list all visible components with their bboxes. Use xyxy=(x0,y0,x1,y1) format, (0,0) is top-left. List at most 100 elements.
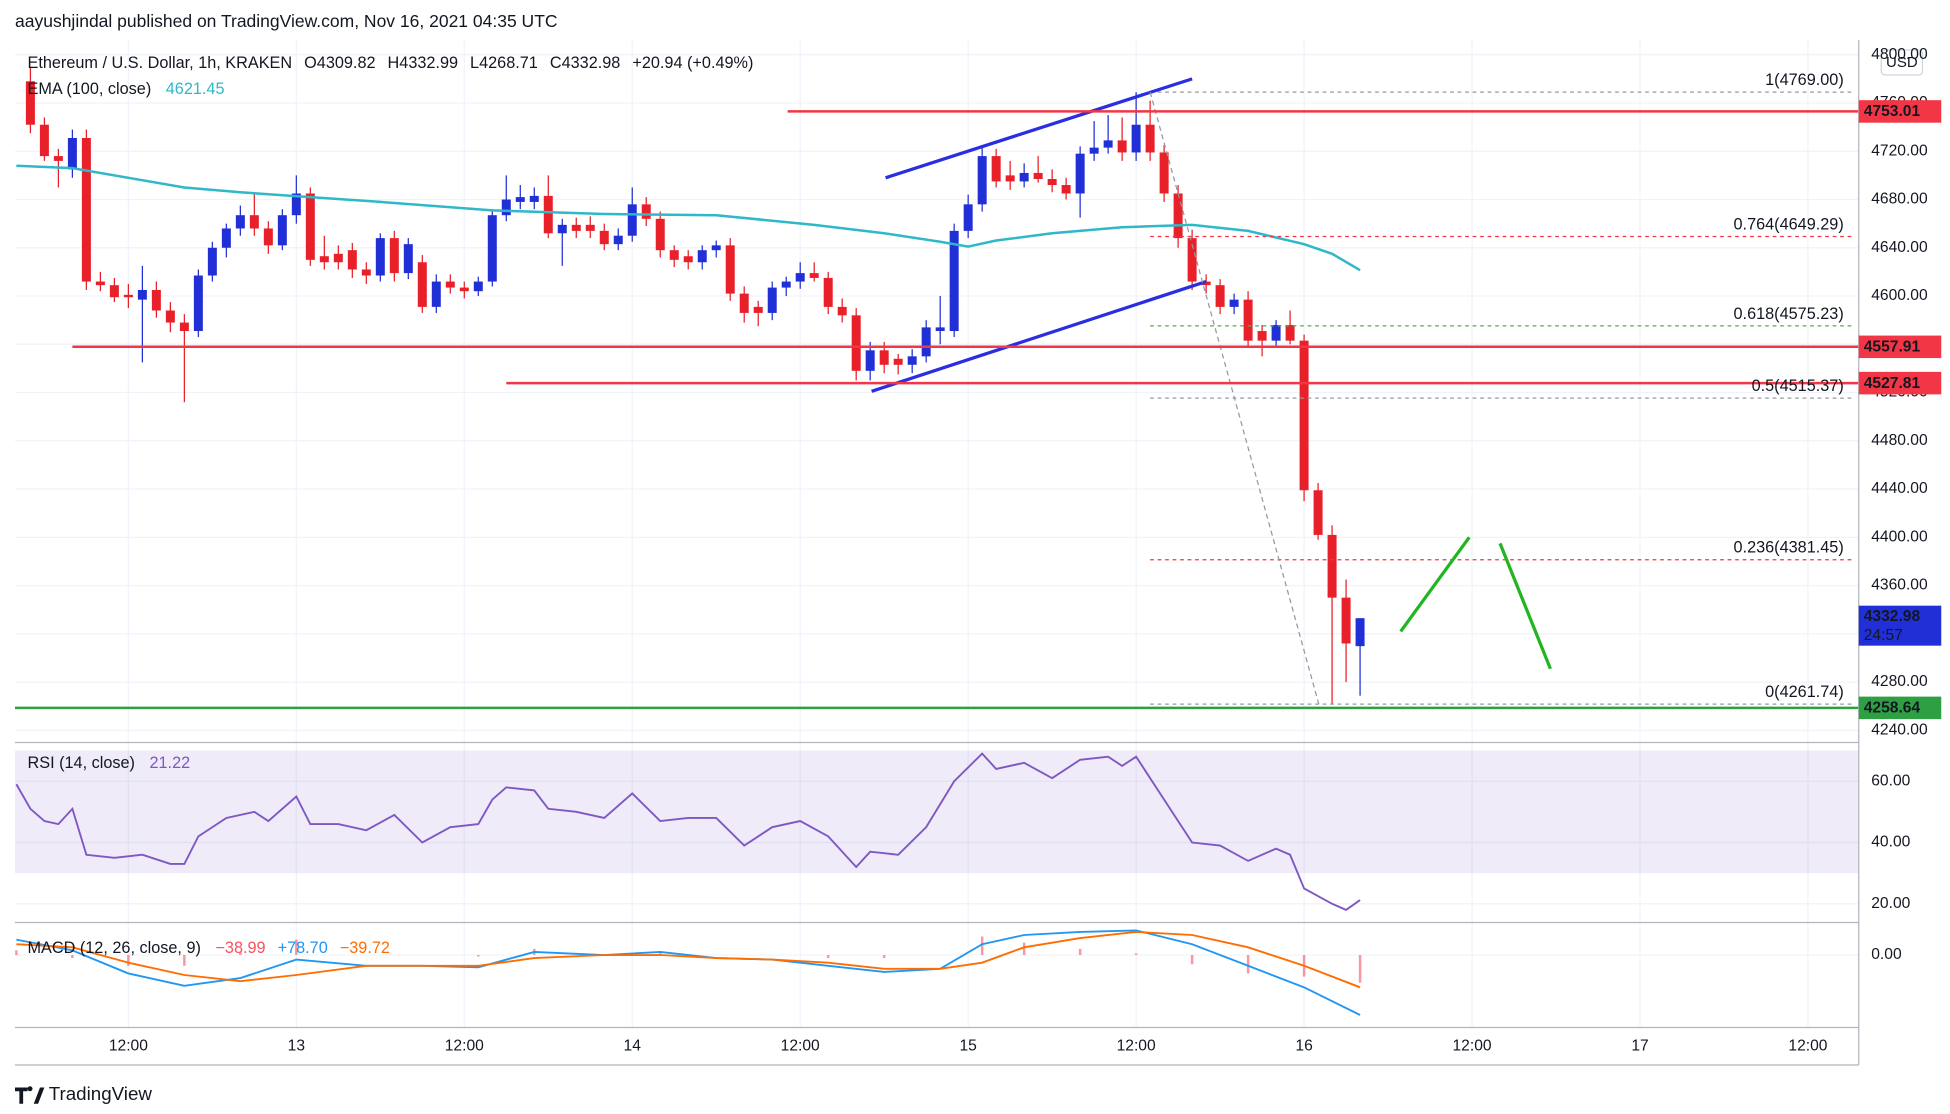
candle-body xyxy=(305,193,315,260)
candle-body xyxy=(543,195,553,234)
trendline xyxy=(885,77,1193,180)
candle-body xyxy=(795,273,805,282)
brand-name: TradingView xyxy=(49,1083,153,1104)
candle-body xyxy=(1159,152,1169,194)
candle-body xyxy=(907,356,917,365)
y-tick-label: 60.00 xyxy=(1871,772,1910,789)
change: +20.94 (+0.49%) xyxy=(632,54,753,72)
candle-body xyxy=(1285,324,1295,341)
macd-histogram-bar xyxy=(1022,942,1026,955)
price-tag xyxy=(1858,335,1942,359)
x-tick-label: 17 xyxy=(1631,1037,1648,1054)
candle-body xyxy=(823,277,833,307)
candle-body xyxy=(1229,299,1239,307)
candle-body xyxy=(445,281,455,288)
candle-body xyxy=(39,124,49,157)
candle-body xyxy=(375,238,385,276)
macd-histogram-bar xyxy=(1246,955,1250,974)
candle-body xyxy=(1019,172,1029,182)
candle-body xyxy=(1257,331,1267,341)
rsi-legend: RSI (14, close) 21.22 xyxy=(28,754,191,772)
candle-body xyxy=(501,199,511,216)
candle-body xyxy=(249,215,259,229)
candle-body xyxy=(893,358,903,365)
currency-button-box[interactable] xyxy=(1880,49,1924,76)
price-tag-label: 4753.01 xyxy=(1864,103,1921,120)
candle-body xyxy=(935,327,945,332)
macd-histogram-bar xyxy=(1078,948,1082,955)
x-tick-label: 12:00 xyxy=(1788,1037,1827,1054)
low: L4268.71 xyxy=(470,54,538,72)
candle-body xyxy=(151,289,161,311)
candle-body xyxy=(179,322,189,332)
fib-label: 0.5(4515.37) xyxy=(1752,377,1844,395)
trendline xyxy=(1149,91,1320,705)
price-tag xyxy=(1858,100,1942,123)
candle-body xyxy=(557,224,567,234)
y-tick-label: 0.00 xyxy=(1871,946,1902,963)
rsi-band xyxy=(15,750,1859,874)
y-tick-label: 4480.00 xyxy=(1871,432,1928,449)
brand: TradingView xyxy=(15,1083,152,1104)
candle-body xyxy=(683,256,693,263)
trendline xyxy=(1399,536,1471,633)
ema-value: 4621.45 xyxy=(166,80,225,98)
last-price-tag xyxy=(1858,605,1942,646)
candle-body xyxy=(1271,324,1281,341)
candle-body xyxy=(403,244,413,274)
macd-signal-value: −39.72 xyxy=(340,939,390,957)
candle-body xyxy=(627,204,637,236)
trendline xyxy=(871,280,1207,393)
candle-body xyxy=(81,137,91,282)
symbol-legend: Ethereum / U.S. Dollar, 1h, KRAKEN O4309… xyxy=(28,54,754,72)
macd-value: +78.70 xyxy=(278,939,328,957)
candle-body xyxy=(1061,185,1071,194)
currency-label[interactable]: USD xyxy=(1886,54,1918,71)
close: C4332.98 xyxy=(550,54,620,72)
currency-button[interactable]: USD xyxy=(1880,49,1924,76)
candle-body xyxy=(431,281,441,307)
symbol: Ethereum / U.S. Dollar, 1h, KRAKEN xyxy=(28,54,293,72)
candle-body xyxy=(613,235,623,245)
price-tag-label: 4527.81 xyxy=(1864,375,1921,392)
x-tick-label: 12:00 xyxy=(1453,1037,1492,1054)
last-price-label: 4332.98 xyxy=(1864,608,1921,625)
y-tick-label: 4800.00 xyxy=(1871,46,1928,63)
candle-body xyxy=(1201,281,1211,286)
candle-body xyxy=(1005,175,1015,182)
overlay: aayushjindal published on TradingView.co… xyxy=(15,11,1942,1104)
candle-body xyxy=(165,310,175,323)
macd-hist-value: −38.99 xyxy=(215,939,265,957)
y-tick-label: 4240.00 xyxy=(1871,721,1928,738)
candle-body xyxy=(361,269,371,276)
candle-body xyxy=(753,306,763,313)
candle-body xyxy=(767,287,777,313)
candle-body xyxy=(697,250,707,263)
candle-body xyxy=(1187,238,1197,282)
candle-body xyxy=(1313,490,1323,535)
candle-body xyxy=(949,230,959,332)
y-tick-label: 4440.00 xyxy=(1871,480,1928,497)
x-tick-label: 16 xyxy=(1295,1037,1312,1054)
candle-body xyxy=(809,273,819,278)
rsi-line xyxy=(15,752,1361,911)
ema-line xyxy=(16,164,1361,272)
candle-body xyxy=(977,156,987,205)
macd-histogram-bar xyxy=(71,955,74,959)
price-tag-label: 4557.91 xyxy=(1864,339,1921,356)
x-tick-label: 12:00 xyxy=(781,1037,820,1054)
fib-label: 0.236(4381.45) xyxy=(1734,539,1844,557)
candle-body xyxy=(137,289,147,300)
y-tick-label: 4600.00 xyxy=(1871,287,1928,304)
brand-logo xyxy=(15,1086,45,1104)
macd-histogram-bar xyxy=(658,951,662,955)
plot-area xyxy=(15,66,1859,1016)
fib-label: 1(4769.00) xyxy=(1765,71,1844,89)
candle-body xyxy=(571,224,581,231)
candle-body xyxy=(1173,193,1183,239)
candle-body xyxy=(879,350,889,365)
ema-legend: EMA (100, close) 4621.45 xyxy=(28,80,225,98)
high: H4332.99 xyxy=(388,54,458,72)
candle-body xyxy=(1033,172,1043,180)
